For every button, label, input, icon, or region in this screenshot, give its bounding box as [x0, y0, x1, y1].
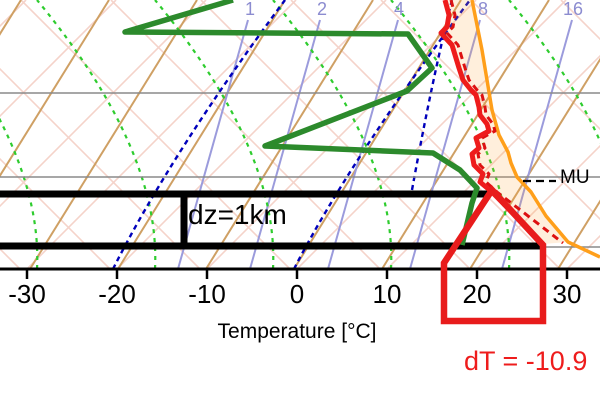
dry-adiabat-tan-line	[469, 57, 600, 270]
isotherm-pink-down-line	[0, 247, 21, 270]
mixing-ratio-label: 4	[393, 0, 405, 19]
axis-tick-label: 10	[372, 279, 402, 309]
dry-adiabat-tan-line	[0, 0, 110, 178]
isotherm-pink-up-line	[0, 0, 207, 208]
axis-tick-label: -30	[8, 279, 46, 309]
isotherm-pink-up-line	[0, 0, 27, 28]
mixing-ratio-purple-line	[501, 19, 573, 270]
axis-title: Temperature [°C]	[217, 320, 377, 343]
moist-adiabat-green-dashed-line	[0, 117, 39, 270]
mixing-ratio-purple-line	[409, 19, 481, 270]
isotherm-pink-down-line	[110, 0, 381, 270]
isotherm-pink-down-line	[0, 67, 201, 270]
parcel-ascent-orange	[470, 0, 600, 259]
isotherm-pink-down-line	[0, 157, 111, 270]
mixing-ratio-purple-line	[177, 19, 249, 270]
dry-adiabat-tan-line	[117, 0, 286, 270]
mixing-ratio-label: 1	[244, 0, 256, 19]
dewpoint-green	[122, 0, 480, 246]
axis-tick-label: 30	[552, 279, 582, 309]
isotherm-pink-up-line	[0, 0, 117, 118]
isotherm-pink-up-line	[386, 54, 600, 270]
dry-adiabat-tan-line	[293, 0, 462, 270]
mixing-ratio-label: 16	[562, 0, 584, 19]
axis-tick-label: 0	[289, 279, 305, 309]
plot-area	[0, 0, 600, 270]
axis-tick-label: -20	[98, 279, 136, 309]
isotherm-pink-up-line	[116, 0, 387, 270]
dry-adiabat-tan-line	[29, 0, 198, 270]
isotherm-pink-up	[0, 0, 600, 270]
dry-adiabat-tan-line	[0, 0, 22, 36]
virtual-temperature-red-dashed	[445, 0, 564, 245]
isotherm-pink-down-line	[290, 0, 561, 270]
axis-tick-label: 20	[462, 279, 492, 309]
mu-parcel-label: MU	[560, 167, 590, 188]
temperature-red	[438, 0, 545, 246]
isotherm-pink-down-line	[470, 0, 600, 131]
special-navy-dashed-line	[292, 0, 471, 270]
isotherm-pink-down-line	[200, 0, 471, 270]
isotherm-pink-up-line	[206, 0, 477, 270]
surface-highlight-box	[440, 184, 547, 325]
dry-adiabat-tan-line	[557, 199, 600, 270]
axis-tick-label: -10	[188, 279, 226, 309]
mixing-ratio-purple-line	[327, 19, 399, 270]
dry-adiabat-tan-line	[381, 0, 550, 270]
isotherm-pink-down-line	[20, 0, 291, 270]
dt-value-label: dT = -10.9	[464, 346, 588, 376]
cape-area-fill	[441, 0, 568, 244]
special-navy-dashed-line	[111, 0, 286, 270]
mixing-ratio-label: 8	[477, 0, 489, 19]
dry-adiabat-tan	[0, 0, 600, 270]
mixing-ratio-label: 2	[316, 0, 328, 19]
dz-layer-label: dz=1km	[188, 199, 287, 230]
